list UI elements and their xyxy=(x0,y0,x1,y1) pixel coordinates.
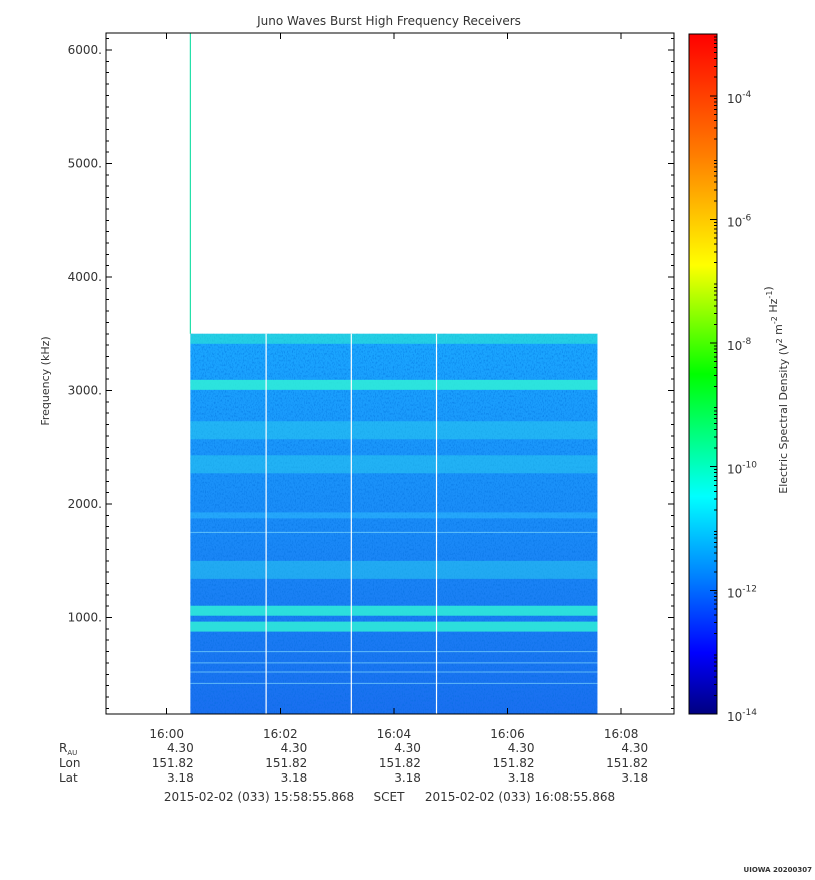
ephemeris-table: RAU 4.30 4.30 4.30 4.30 4.30 Lon 151.82 151.82 15… xyxy=(59,741,648,785)
top-edge-band xyxy=(190,333,598,344)
ephemeris-value: 4.30 xyxy=(281,741,308,755)
spectrogram-noise xyxy=(190,333,598,714)
y-tick-label: 1000. xyxy=(68,611,102,625)
y-tick-label: 4000. xyxy=(68,270,102,284)
x-axis: 16:00 16:02 16:04 16:06 16:08 xyxy=(149,33,638,741)
y-axis-label: Frequency (kHz) xyxy=(39,336,52,425)
ephemeris-row-label: RAU xyxy=(59,741,77,757)
colorbar-label: Electric Spectral Density (V2 m-2 Hz-1) xyxy=(762,286,790,493)
ephemeris-value: 3.18 xyxy=(621,771,648,785)
ephemeris-value: 3.18 xyxy=(508,771,535,785)
ephemeris-value: 4.30 xyxy=(508,741,535,755)
ephemeris-value: 151.82 xyxy=(265,756,307,770)
time-range-start: 2015-02-02 (033) 15:58:55.868 xyxy=(164,790,354,804)
time-range-end: 2015-02-02 (033) 16:08:55.868 xyxy=(425,790,615,804)
ephemeris-value: 3.18 xyxy=(394,771,421,785)
emission-band xyxy=(190,560,598,579)
plot-frame xyxy=(105,32,675,715)
ephemeris-value: 4.30 xyxy=(167,741,194,755)
ephemeris-value: 151.82 xyxy=(493,756,535,770)
ephemeris-value: 151.82 xyxy=(606,756,648,770)
emission-band xyxy=(190,421,598,440)
x-tick-label: 16:00 xyxy=(149,727,184,741)
chart-title: Juno Waves Burst High Frequency Receiver… xyxy=(256,14,521,28)
y-tick-label: 5000. xyxy=(68,157,102,171)
ephemeris-row-label: Lon xyxy=(59,756,80,770)
emission-band xyxy=(190,512,598,519)
stamp: UIOWA 20200307 xyxy=(744,866,813,874)
x-tick-label: 16:02 xyxy=(263,727,298,741)
ephemeris-value: 3.18 xyxy=(167,771,194,785)
colorbar-tick-label: 10-8 xyxy=(727,337,752,353)
ephemeris-row-label: Lat xyxy=(59,771,78,785)
colorbar-tick-label: 10-4 xyxy=(727,90,752,106)
emission-band xyxy=(190,455,598,474)
x-tick-label: 16:06 xyxy=(490,727,525,741)
ephemeris-value: 3.18 xyxy=(281,771,308,785)
ephemeris-value: 151.82 xyxy=(152,756,194,770)
emission-band xyxy=(190,621,598,632)
y-axis: 6000. 5000. 4000. 3000. 2000. 1000. xyxy=(68,38,674,709)
colorbar-frame xyxy=(688,33,718,715)
emission-band xyxy=(190,605,598,616)
colorbar-tick-label: 10-12 xyxy=(727,584,757,600)
x-tick-label: 16:08 xyxy=(604,727,639,741)
emission-band xyxy=(190,379,598,390)
spectrogram xyxy=(189,33,598,714)
ephemeris-value: 4.30 xyxy=(394,741,421,755)
colorbar-tick-label: 10-14 xyxy=(727,708,757,724)
colorbar xyxy=(689,34,717,714)
colorbar-tick-label: 10-6 xyxy=(727,213,752,229)
colorbar-tick-label: 10-10 xyxy=(727,461,757,477)
colorbar-ticks: 10-4 10-6 10-8 10-10 10-12 10-14 xyxy=(710,36,757,724)
y-tick-label: 2000. xyxy=(68,497,102,511)
ephemeris-value: 151.82 xyxy=(379,756,421,770)
time-range-frame: SCET xyxy=(374,790,406,804)
ephemeris-value: 4.30 xyxy=(621,741,648,755)
x-tick-label: 16:04 xyxy=(377,727,412,741)
y-tick-label: 3000. xyxy=(68,384,102,398)
y-tick-label: 6000. xyxy=(68,43,102,57)
